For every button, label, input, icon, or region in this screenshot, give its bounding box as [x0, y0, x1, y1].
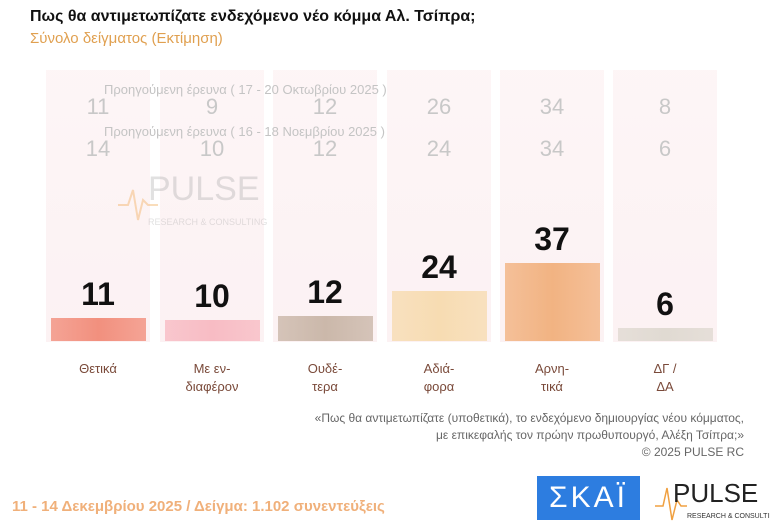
- bar: [505, 263, 600, 341]
- background-column: [613, 70, 717, 342]
- data-label: 12: [307, 273, 343, 310]
- previous-value: 8: [658, 94, 672, 119]
- data-label: 37: [534, 221, 570, 258]
- previous-value: 12: [312, 94, 338, 119]
- pulse-logo-text: PULSE: [673, 478, 758, 508]
- category-label: ΔΓ / ΔΑ: [653, 361, 677, 394]
- note-line1: «Πως θα αντιμετωπίζατε (υποθετικά), το ε…: [314, 411, 744, 425]
- bar: [618, 328, 713, 341]
- background-column: [273, 70, 377, 342]
- note-copyright: © 2025 PULSE RC: [641, 445, 744, 459]
- bar: [165, 320, 260, 341]
- watermark-sub: RESEARCH & CONSULTING: [148, 217, 267, 227]
- pulse-watermark-logo: PULSE RESEARCH & CONSULTING: [118, 170, 267, 227]
- bar: [278, 315, 373, 341]
- category-label: Θετικά: [79, 361, 117, 376]
- previous-value: 11: [86, 94, 110, 119]
- background-column: [46, 70, 150, 342]
- footer-info: 11 - 14 Δεκεμβρίου 2025 / Δείγμα: 1.102 …: [12, 498, 385, 515]
- bar: [51, 317, 146, 341]
- pulse-logo-sub: RESEARCH & CONSULTING: [687, 513, 770, 520]
- data-label: 6: [656, 286, 674, 323]
- previous-value: 34: [539, 136, 565, 161]
- previous-survey-label: Προηγούμενη έρευνα ( 16 - 18 Νοεμβρίου 2…: [104, 124, 385, 139]
- data-label: 10: [194, 278, 230, 314]
- previous-value: 6: [658, 136, 672, 161]
- category-label: Αδιά- φορα: [423, 361, 455, 394]
- previous-value: 14: [85, 136, 111, 161]
- category-label: Αρνη- τικά: [534, 361, 570, 394]
- category-label: Ουδέ- τερα: [307, 361, 343, 394]
- note-line2: με επικεφαλής τον πρώην πρωθυπουργό, Αλέ…: [435, 428, 744, 442]
- previous-value: 9: [205, 94, 219, 119]
- previous-value: 12: [312, 136, 338, 161]
- previous-survey-label: Προηγούμενη έρευνα ( 17 - 20 Οκτωβρίου 2…: [104, 82, 387, 97]
- data-label: 11: [81, 275, 115, 312]
- bar: [392, 290, 487, 341]
- skai-logo: ΣΚΑΪ: [537, 476, 640, 520]
- question-note: «Πως θα αντιμετωπίζατε (υποθετικά), το ε…: [315, 410, 744, 461]
- previous-value: 34: [539, 94, 565, 119]
- category-label: Με εν- διαφέρον: [185, 361, 239, 394]
- previous-value: 24: [426, 136, 452, 161]
- background-column: [160, 70, 264, 342]
- pulse-logo: PULSE RESEARCH & CONSULTING: [655, 478, 770, 521]
- chart-subtitle: Σύνολο δείγματος (Εκτίμηση): [30, 30, 223, 47]
- chart-title: Πως θα αντιμετωπίζατε ενδεχόμενο νέο κόμ…: [30, 8, 476, 25]
- previous-value: 10: [199, 136, 225, 161]
- watermark-text: PULSE: [148, 170, 260, 208]
- previous-value: 26: [426, 94, 452, 119]
- data-label: 24: [421, 248, 457, 285]
